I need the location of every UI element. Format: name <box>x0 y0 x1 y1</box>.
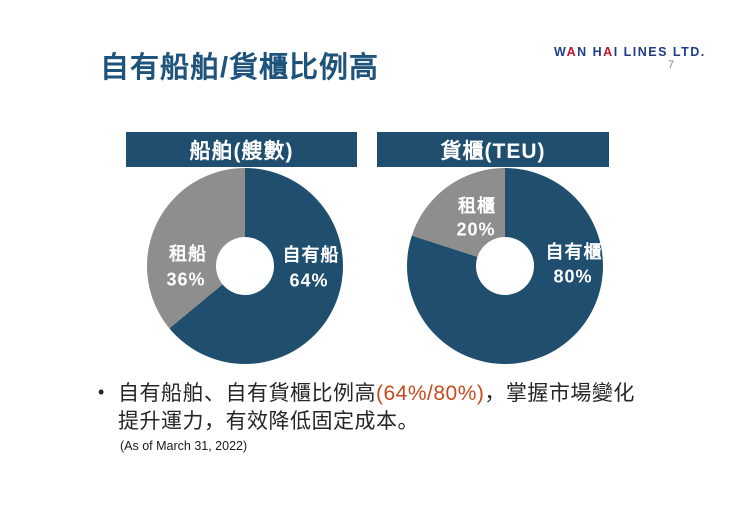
chart-header-containers: 貨櫃(TEU) <box>377 132 609 167</box>
page-title: 自有船舶/貨櫃比例高 <box>100 52 380 84</box>
logo-letter: W <box>554 45 567 59</box>
logo-letter-red: A <box>566 45 578 59</box>
slice-label-owned-ships: 自有船 <box>282 245 340 265</box>
logo-letter: N H <box>577 45 604 59</box>
slice-label-owned-containers: 自有櫃 <box>545 242 603 262</box>
slice-value-leased-containers: 20% <box>456 219 496 240</box>
footnote-date: (As of March 31, 2022) <box>120 439 248 454</box>
donut-hole <box>216 237 274 295</box>
bullet-text-after: ，掌握市場變化提升運力，有效降低固定成本。 <box>118 382 635 433</box>
wanhai-logo: WAN HAI LINES LTD. <box>554 45 706 59</box>
slice-label-chartered-ships: 租船 <box>169 244 207 264</box>
bullet-highlight: (64%/80%) <box>376 382 485 405</box>
slice-value-owned-ships: 64% <box>289 270 329 291</box>
bullet-body: 自有船舶、自有貨櫃比例高(64%/80%)，掌握市場變化提升運力，有效降低固定成… <box>118 380 650 453</box>
bullet-marker: • <box>98 382 105 402</box>
commentary-block: • 自有船舶、自有貨櫃比例高(64%/80%)，掌握市場變化提升運力，有效降低固… <box>98 380 650 453</box>
page-number: 7 <box>668 59 675 71</box>
donut-chart-ships: 自有船 64% 租船 36% <box>147 168 343 364</box>
donut-chart-containers: 自有櫃 80% 租櫃 20% <box>407 168 603 364</box>
bullet-text: 自有船舶、自有貨櫃比例高(64%/80%)，掌握市場變化提升運力，有效降低固定成… <box>118 380 650 435</box>
bullet-text-before: 自有船舶、自有貨櫃比例高 <box>118 382 376 405</box>
logo-letter-red: A <box>603 45 614 59</box>
slice-value-chartered-ships: 36% <box>166 269 206 290</box>
donut-hole <box>476 237 534 295</box>
slice-label-leased-containers: 租櫃 <box>458 196 496 216</box>
logo-letter: I LINES LTD. <box>613 45 706 59</box>
slice-value-owned-containers: 80% <box>553 266 593 287</box>
chart-header-ships: 船舶(艘數) <box>126 132 357 167</box>
